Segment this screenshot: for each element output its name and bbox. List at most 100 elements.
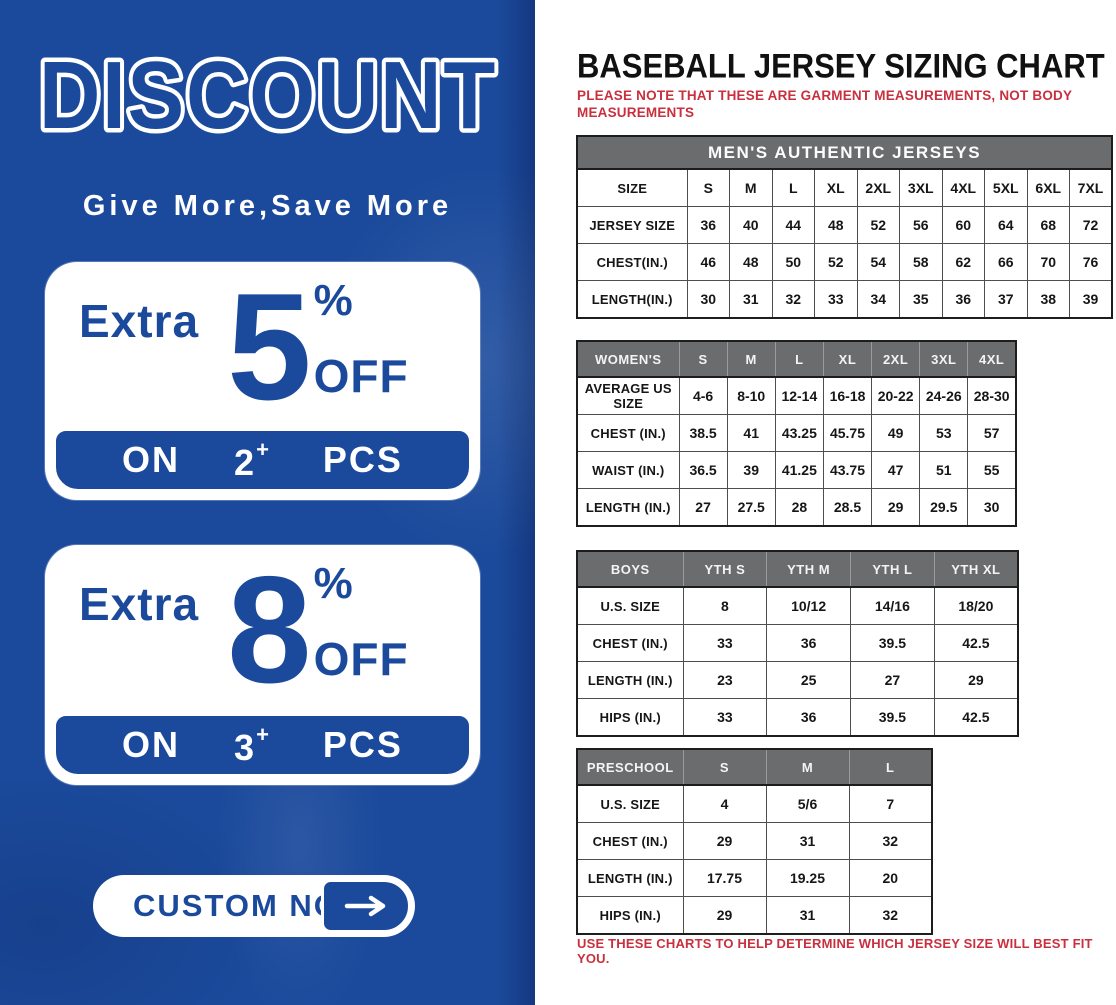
table-row: HIPS (IN.) 33 36 39.5 42.5 [576, 698, 1019, 737]
table-cell: 52 [814, 243, 858, 281]
off-label: OFF [313, 350, 409, 402]
table-cell: 56 [899, 206, 943, 244]
table-cell: 36 [686, 206, 730, 244]
discount-title: DISCOUNT [39, 42, 497, 149]
table-row: WAIST (IN.) 36.5 39 41.25 43.75 47 51 55 [576, 451, 1017, 489]
table-cell: L [771, 168, 815, 207]
column-header: 4XL [967, 340, 1018, 378]
table-row: JERSEY SIZE 36 40 44 48 52 56 60 64 68 72 [576, 206, 1113, 244]
womens-table-slot: WOMEN'S S M L XL 2XL 3XL 4XL AVERAGE US SIZE 4-6 8… [576, 340, 1018, 527]
row-label: LENGTH (IN.) [576, 488, 680, 527]
table-cell: 39 [1069, 280, 1113, 319]
table-cell: 32 [771, 280, 815, 319]
table-cell: 39.5 [850, 698, 935, 737]
table-banner: MEN'S AUTHENTIC JERSEYS [576, 135, 1113, 170]
promo-panel: DISCOUNT Give More,Save More Extra 5 % O… [0, 0, 535, 1005]
table-cell: 36 [941, 280, 985, 319]
table-cell: 51 [919, 451, 969, 489]
table-row: LENGTH (IN.) 27 27.5 28 28.5 29 29.5 30 [576, 488, 1017, 527]
table-cell: 46 [686, 243, 730, 281]
fit-advice-note: USE THESE CHARTS TO HELP DETERMINE WHICH… [577, 936, 1093, 966]
custom-now-button[interactable]: CUSTOM NOW [93, 875, 415, 937]
table-cell: 34 [856, 280, 900, 319]
table-cell: 37 [984, 280, 1028, 319]
column-header: 3XL [919, 340, 969, 378]
column-header: M [726, 340, 776, 378]
table-header-label: WOMEN'S [576, 340, 680, 378]
table-cell: 38.5 [678, 414, 728, 452]
offer-headline: Extra 8 % OFF [45, 545, 480, 723]
table-row: SIZE S M L XL 2XL 3XL 4XL 5XL 6XL 7XL [576, 168, 1113, 207]
column-header: YTH XL [933, 550, 1019, 588]
table-cell: 28.5 [822, 488, 873, 527]
table-row: U.S. SIZE 8 10/12 14/16 18/20 [576, 586, 1019, 625]
table-cell: 41.25 [774, 451, 824, 489]
table-cell: 64 [984, 206, 1028, 244]
table-cell: 41 [726, 414, 776, 452]
table-cell: 29.5 [919, 488, 969, 527]
row-label: LENGTH(IN.) [576, 280, 688, 319]
table-cell: 20 [848, 859, 933, 897]
table-cell: 27.5 [726, 488, 776, 527]
offer-prefix: Extra [79, 578, 200, 630]
table-cell: 6XL [1026, 168, 1070, 207]
on-label: ON [122, 439, 181, 480]
table-header-label: PRESCHOOL [576, 748, 684, 786]
off-label: OFF [313, 633, 409, 685]
column-header: L [774, 340, 824, 378]
row-label: HIPS (IN.) [576, 896, 684, 935]
table-cell: 10/12 [766, 586, 851, 625]
offer-headline: Extra 5 % OFF [45, 262, 480, 440]
table-cell: 70 [1026, 243, 1070, 281]
table-cell: 20-22 [871, 376, 921, 415]
row-label: CHEST(IN.) [576, 243, 688, 281]
table-header-label: BOYS [576, 550, 684, 588]
table-cell: 43.25 [774, 414, 824, 452]
plus-sign: + [256, 436, 269, 462]
offer-condition-band: ON 3+ PCS [52, 712, 473, 778]
table-row: HIPS (IN.) 29 31 32 [576, 896, 933, 935]
table-cell: 58 [899, 243, 943, 281]
percent-sign: % [313, 559, 353, 608]
table-cell: 29 [682, 896, 767, 935]
table-cell: 47 [871, 451, 921, 489]
table-cell: 31 [765, 822, 850, 860]
table-cell: 60 [941, 206, 985, 244]
row-label: CHEST (IN.) [576, 624, 684, 662]
offer-quantity: 3+ [234, 721, 269, 768]
sizing-chart-title: BASEBALL JERSEY SIZING CHART [577, 46, 1105, 86]
row-label: WAIST (IN.) [576, 451, 680, 489]
table-cell: 29 [933, 661, 1019, 699]
discount-headline: DISCOUNT [35, 38, 500, 154]
measurement-note: PLEASE NOTE THAT THESE ARE GARMENT MEASU… [577, 88, 1072, 120]
column-header: L [848, 748, 933, 786]
table-cell: 33 [682, 624, 768, 662]
column-header: S [682, 748, 767, 786]
table-cell: 36 [766, 698, 851, 737]
table-cell: 31 [765, 896, 850, 935]
table-cell: 14/16 [850, 586, 935, 625]
table-cell: 30 [967, 488, 1017, 527]
offer-prefix: Extra [79, 295, 200, 347]
table-cell: 32 [848, 896, 933, 935]
table-cell: 31 [729, 280, 773, 319]
offer-card-8-percent: Extra 8 % OFF ON 3+ PCS [45, 545, 480, 785]
table-row: AVERAGE US SIZE 4-6 8-10 12-14 16-18 20-22 24-… [576, 376, 1017, 415]
table-row: CHEST(IN.) 46 48 50 52 54 58 62 66 70 76 [576, 243, 1113, 281]
sizing-table-preschool: PRESCHOOL S M L U.S. SIZE 4 5/6 7 CHEST (IN.) 29 3… [576, 748, 933, 935]
column-header: M [765, 748, 850, 786]
table-cell: 42.5 [933, 624, 1019, 662]
sizing-chart-panel: BASEBALL JERSEY SIZING CHART PLEASE NOTE… [576, 0, 1116, 1005]
row-label: AVERAGE US SIZE [576, 376, 680, 415]
table-cell: 76 [1069, 243, 1113, 281]
row-label: JERSEY SIZE [576, 206, 688, 244]
row-label: CHEST (IN.) [576, 414, 680, 452]
row-label: U.S. SIZE [576, 784, 684, 823]
table-cell: 44 [771, 206, 815, 244]
table-cell: 18/20 [933, 586, 1019, 625]
pcs-label: PCS [322, 724, 403, 765]
table-cell: 25 [766, 661, 851, 699]
table-cell: 29 [871, 488, 921, 527]
table-cell: 17.75 [682, 859, 767, 897]
table-cell: 23 [682, 661, 768, 699]
